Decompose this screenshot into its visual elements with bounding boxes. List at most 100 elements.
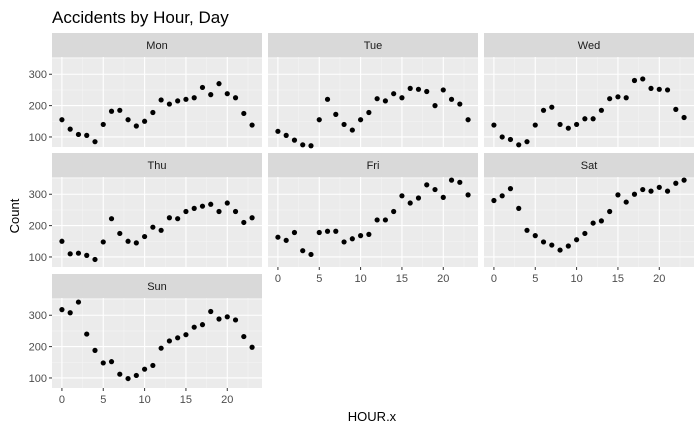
- data-point-tue-13: [382, 98, 389, 104]
- data-point-mon-0: [59, 117, 65, 123]
- data-point-thu-4: [92, 256, 98, 263]
- panel-background-thu: [52, 177, 262, 267]
- data-point-mon-12: [158, 97, 164, 103]
- data-point-sat-17: [631, 191, 638, 197]
- strip-mon: [52, 33, 262, 57]
- data-point-sat-21: [664, 188, 671, 194]
- data-point-thu-9: [133, 240, 139, 246]
- data-point-wed-2: [507, 136, 514, 143]
- x-tick-label: 15: [396, 273, 408, 285]
- data-point-wed-16: [623, 95, 629, 101]
- data-point-wed-15: [615, 94, 621, 100]
- x-tick-label: 15: [180, 394, 192, 406]
- data-point-wed-23: [681, 114, 687, 121]
- data-point-tue-5: [316, 117, 322, 123]
- data-point-thu-21: [232, 208, 239, 215]
- data-point-mon-19: [216, 81, 222, 87]
- strip-label-fri: Fri: [367, 160, 380, 172]
- data-point-tue-8: [341, 121, 347, 128]
- data-point-fri-4: [308, 251, 314, 258]
- data-point-thu-2: [75, 250, 82, 256]
- data-point-fri-22: [457, 179, 463, 185]
- panel-sun: Sun 100 200 300 0 5 10 15 20: [29, 274, 262, 406]
- data-point-sun-16: [191, 324, 197, 330]
- data-point-sun-18: [208, 308, 214, 315]
- data-point-sat-14: [607, 208, 613, 215]
- data-point-sun-15: [183, 332, 189, 338]
- data-point-wed-17: [631, 77, 638, 84]
- data-point-sun-21: [232, 317, 239, 323]
- data-point-sun-14: [175, 335, 181, 341]
- data-point-sun-17: [199, 322, 206, 328]
- y-axis-title: Count: [7, 198, 22, 233]
- data-point-mon-13: [166, 101, 173, 107]
- data-point-wed-5: [532, 122, 538, 128]
- data-point-tue-0: [275, 128, 281, 134]
- data-point-tue-7: [333, 111, 339, 117]
- x-tick-label: 5: [532, 273, 538, 285]
- data-point-fri-9: [349, 236, 355, 242]
- y-tick-label: 200: [29, 101, 47, 113]
- strip-tue: [268, 33, 478, 57]
- data-point-mon-8: [125, 117, 131, 123]
- data-point-mon-6: [108, 108, 115, 114]
- x-tick-label: 20: [437, 273, 449, 285]
- x-tick-label: 10: [138, 394, 150, 406]
- strip-label-mon: Mon: [146, 40, 167, 52]
- data-point-sat-13: [598, 218, 605, 224]
- data-point-tue-4: [308, 143, 314, 149]
- data-point-fri-10: [357, 233, 364, 239]
- data-point-sat-10: [573, 237, 580, 243]
- data-point-thu-1: [67, 251, 73, 257]
- data-point-fri-23: [465, 192, 471, 198]
- data-point-thu-10: [141, 233, 148, 240]
- data-point-wed-22: [673, 106, 679, 112]
- data-point-sat-9: [565, 243, 571, 249]
- data-point-mon-16: [191, 95, 197, 101]
- data-point-tue-15: [399, 95, 405, 101]
- data-point-wed-7: [549, 104, 555, 110]
- panel-sat: Sat 0 5 10 15 20: [484, 153, 694, 285]
- y-tick-label: 300: [29, 69, 47, 81]
- x-axis-title: HOUR.x: [348, 409, 397, 424]
- data-point-fri-15: [399, 193, 405, 199]
- data-point-sat-11: [582, 230, 588, 237]
- data-point-sat-1: [499, 193, 505, 199]
- data-point-thu-23: [249, 215, 255, 221]
- data-point-sat-12: [590, 220, 596, 226]
- data-point-sat-3: [516, 205, 522, 211]
- data-point-thu-0: [59, 238, 65, 244]
- data-point-mon-22: [241, 110, 247, 117]
- data-point-tue-20: [440, 87, 446, 93]
- x-tick-label: 20: [653, 273, 665, 285]
- x-tick-label: 5: [316, 273, 322, 285]
- data-point-mon-15: [183, 96, 189, 102]
- x-tick-label: 20: [221, 394, 233, 406]
- data-point-sun-7: [117, 371, 123, 377]
- y-tick-label: 200: [29, 221, 47, 233]
- data-point-sun-11: [150, 362, 156, 369]
- data-point-mon-9: [133, 123, 139, 129]
- data-point-thu-12: [158, 227, 164, 233]
- data-point-fri-8: [341, 239, 347, 245]
- data-point-tue-18: [424, 88, 430, 95]
- data-point-mon-14: [175, 98, 181, 104]
- data-point-sun-0: [59, 307, 65, 313]
- data-point-fri-2: [291, 229, 298, 236]
- x-tick-label: 10: [570, 273, 582, 285]
- data-point-sat-23: [681, 177, 687, 183]
- data-point-sat-8: [557, 247, 563, 253]
- data-point-thu-19: [216, 208, 222, 215]
- data-point-fri-3: [300, 248, 306, 254]
- data-point-sat-15: [615, 192, 621, 198]
- data-point-sun-19: [216, 316, 222, 322]
- data-point-wed-3: [516, 142, 522, 148]
- strip-label-thu: Thu: [148, 160, 167, 172]
- panel-tue: Tue: [268, 33, 478, 149]
- data-point-mon-4: [92, 139, 98, 145]
- data-point-thu-11: [150, 224, 156, 230]
- data-point-fri-16: [407, 200, 413, 206]
- data-point-tue-22: [457, 101, 463, 107]
